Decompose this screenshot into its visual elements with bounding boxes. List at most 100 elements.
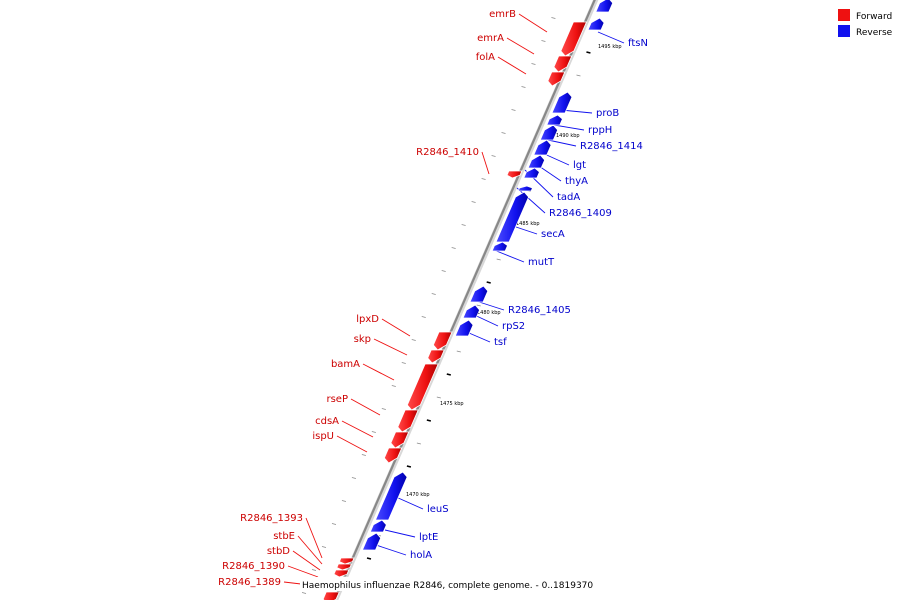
scale-tick bbox=[411, 339, 416, 341]
scale-label: 1480 kbp bbox=[477, 310, 501, 316]
scale-label: 1470 kbp bbox=[406, 492, 430, 498]
forward-gene-label-r2846_1389: R2846_1389 bbox=[218, 577, 281, 588]
caption-background bbox=[300, 577, 600, 591]
label-leader-line bbox=[336, 435, 368, 453]
label-leader-line bbox=[287, 565, 319, 578]
forward-gene-label-r2846_1393: R2846_1393 bbox=[240, 513, 303, 524]
forward-gene-arrow bbox=[553, 55, 573, 73]
forward-gene-label-rsep: rseP bbox=[326, 394, 348, 405]
scale-tick bbox=[456, 350, 461, 353]
reverse-gene-arrow bbox=[595, 0, 614, 13]
forward-gene-arrow bbox=[333, 569, 350, 578]
reverse-gene-label-rps2: rpS2 bbox=[502, 321, 525, 332]
forward-gene-arrow bbox=[338, 557, 355, 565]
scale-label: 1485 kbp bbox=[516, 221, 540, 227]
label-leader-line bbox=[518, 13, 548, 33]
scale-tick bbox=[486, 281, 491, 284]
reverse-gene-label-r2846_1414: R2846_1414 bbox=[580, 141, 643, 152]
map-caption: Haemophilus influenzae R2846, complete g… bbox=[302, 581, 593, 591]
legend-reverse-label: Reverse bbox=[856, 28, 893, 38]
scale-tick bbox=[321, 546, 327, 548]
scale-tick bbox=[496, 258, 501, 261]
legend-reverse-swatch bbox=[838, 25, 850, 37]
forward-gene-label-bama: bamA bbox=[331, 359, 360, 370]
reverse-gene-arrow bbox=[517, 185, 534, 192]
reverse-gene-label-hola: holA bbox=[410, 550, 432, 561]
label-leader-line bbox=[481, 151, 490, 175]
scale-tick bbox=[586, 51, 591, 54]
forward-gene-arrow bbox=[397, 409, 419, 433]
reverse-gene-label-tsf: tsf bbox=[494, 337, 507, 348]
reverse-gene-label-lgt: lgt bbox=[573, 160, 586, 171]
forward-gene-label-r2846_1390: R2846_1390 bbox=[222, 561, 285, 572]
label-leader-line bbox=[305, 517, 323, 559]
label-leader-line bbox=[506, 37, 535, 55]
forward-gene-label-fola: folA bbox=[476, 52, 495, 63]
label-leader-line bbox=[516, 187, 546, 214]
reverse-gene-arrow bbox=[462, 304, 481, 319]
scale-tick bbox=[451, 247, 456, 249]
scale-tick bbox=[416, 442, 421, 445]
label-leader-line bbox=[553, 124, 585, 131]
label-leader-lines bbox=[283, 13, 625, 587]
scale-tick bbox=[576, 74, 581, 77]
label-leader-line bbox=[362, 363, 395, 381]
reverse-gene-arrow bbox=[495, 191, 530, 243]
scale-tick bbox=[391, 385, 396, 387]
scale-tick bbox=[521, 86, 526, 88]
reverse-gene-arrow bbox=[546, 114, 563, 126]
scale-label: 1490 kbp bbox=[556, 133, 580, 139]
label-leader-line bbox=[292, 550, 321, 571]
forward-gene-label-emrb: emrB bbox=[489, 9, 516, 20]
scale-tick bbox=[491, 155, 496, 157]
forward-gene-label-r2846_1410: R2846_1410 bbox=[416, 147, 479, 158]
forward-gene-label-stbd: stbD bbox=[267, 546, 290, 557]
scale-tick bbox=[431, 293, 436, 295]
reverse-gene-arrow bbox=[361, 532, 382, 551]
reverse-gene-arrow bbox=[469, 285, 489, 303]
reverse-gene-label-seca: secA bbox=[541, 229, 565, 240]
label-leader-line bbox=[341, 420, 374, 438]
scale-tick bbox=[511, 109, 516, 111]
forward-gene-label-stbe: stbE bbox=[273, 531, 295, 542]
scale-tick bbox=[421, 316, 426, 318]
legend-forward-label: Forward bbox=[856, 12, 892, 22]
reverse-gene-label-mutt: mutT bbox=[528, 257, 555, 268]
forward-gene-arrow bbox=[406, 363, 439, 411]
forward-gene-label-skp: skp bbox=[354, 334, 371, 345]
scale-tick bbox=[351, 477, 357, 479]
scale-label: 1495 kbp bbox=[598, 44, 622, 50]
reverse-gene-arrow bbox=[523, 167, 540, 179]
gene-arrows bbox=[322, 0, 614, 600]
forward-gene-arrow bbox=[322, 591, 340, 600]
scale-tick bbox=[501, 132, 506, 134]
scale-label: 1475 kbp bbox=[440, 401, 464, 407]
genome-backbone bbox=[332, 0, 599, 600]
forward-gene-arrow bbox=[560, 21, 588, 57]
scale-ticks: 1495 kbp 1490 kbp 1485 kbp 1480 kbp 1475 kbp… bbox=[301, 5, 622, 594]
scale-tick bbox=[406, 465, 412, 468]
forward-gene-arrow bbox=[506, 170, 523, 179]
reverse-gene-arrow bbox=[587, 17, 605, 31]
label-leader-line bbox=[395, 496, 424, 510]
label-leader-line bbox=[381, 318, 411, 337]
scale-tick bbox=[401, 362, 406, 364]
label-leader-line bbox=[497, 56, 527, 75]
scale-tick bbox=[551, 17, 556, 19]
reverse-gene-arrow bbox=[454, 319, 474, 337]
scale-tick bbox=[331, 523, 337, 525]
scale-tick bbox=[436, 396, 441, 399]
forward-gene-arrow bbox=[390, 431, 410, 449]
forward-gene-arrow bbox=[432, 331, 453, 351]
scale-tick bbox=[301, 592, 307, 594]
label-leader-line bbox=[384, 529, 416, 538]
label-leader-line bbox=[373, 338, 408, 356]
forward-gene-label-ispu: ispU bbox=[312, 431, 334, 442]
reverse-gene-label-r2846_1405: R2846_1405 bbox=[508, 305, 571, 316]
scale-tick bbox=[366, 557, 372, 560]
forward-gene-arrow bbox=[336, 563, 353, 571]
legend: Forward Reverse bbox=[838, 9, 893, 38]
label-leader-line bbox=[475, 300, 505, 311]
scale-tick bbox=[471, 201, 476, 203]
scale-tick bbox=[361, 454, 366, 456]
